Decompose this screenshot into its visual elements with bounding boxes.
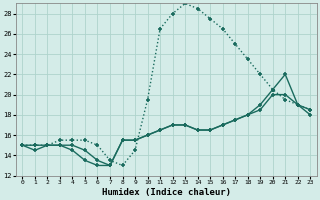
X-axis label: Humidex (Indice chaleur): Humidex (Indice chaleur): [102, 188, 231, 197]
